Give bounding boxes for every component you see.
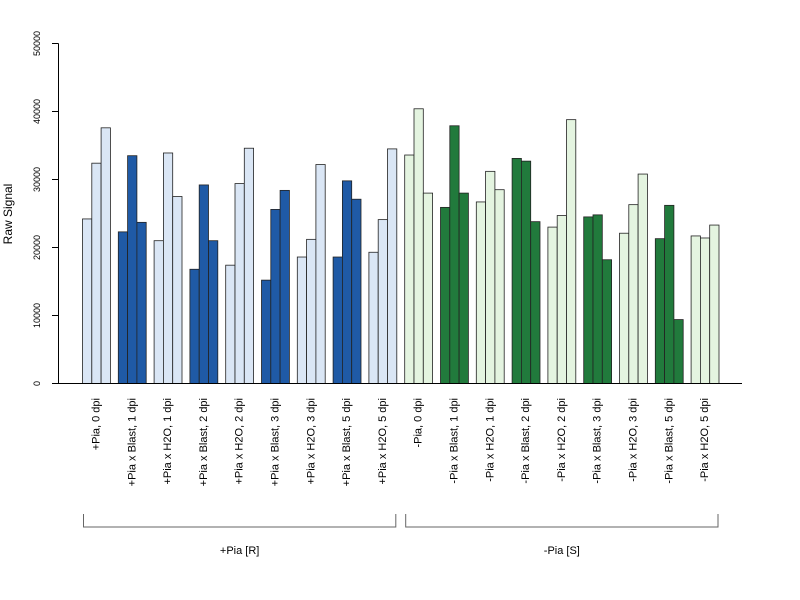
y-tick-label: 10000 xyxy=(32,303,42,328)
bar xyxy=(485,170,496,384)
x-tick-label: +Pia x H2O, 2 dpi xyxy=(234,398,246,485)
group-bracket xyxy=(405,514,719,528)
x-tick-label: -Pia x Blast, 5 dpi xyxy=(663,398,675,484)
group-label: -Pia [S] xyxy=(544,545,580,557)
bar xyxy=(162,152,174,384)
bar xyxy=(117,231,129,384)
bar xyxy=(225,264,236,384)
bar xyxy=(315,164,326,384)
bar xyxy=(351,198,362,384)
x-tick-label: +Pia x H2O, 1 dpi xyxy=(162,398,174,485)
bar xyxy=(700,237,711,384)
bar xyxy=(127,155,138,384)
group-bracket xyxy=(83,514,397,528)
bar xyxy=(556,215,567,384)
bar xyxy=(270,209,281,384)
bar xyxy=(208,240,219,384)
bar xyxy=(243,147,255,384)
x-tick-label: +Pia x H2O, 5 dpi xyxy=(377,398,389,485)
bar xyxy=(189,268,200,384)
bar xyxy=(628,204,639,384)
bars-layer xyxy=(82,108,720,384)
y-tick-label: 50000 xyxy=(32,31,42,56)
bar xyxy=(296,256,307,384)
bar xyxy=(198,184,209,384)
bar xyxy=(422,192,433,384)
bar xyxy=(234,183,245,384)
x-tick-label: -Pia x Blast, 2 dpi xyxy=(520,398,532,484)
bar xyxy=(449,125,460,384)
bar xyxy=(153,240,164,384)
bar xyxy=(511,158,522,384)
bar xyxy=(100,127,111,384)
x-tick-label: +Pia x Blast, 5 dpi xyxy=(341,398,353,486)
y-tick-label: 30000 xyxy=(32,167,42,192)
bar xyxy=(690,235,701,384)
bar xyxy=(601,259,612,384)
bar xyxy=(654,238,665,384)
bar xyxy=(592,214,603,384)
bar xyxy=(332,256,343,384)
x-tick-label: +Pia x Blast, 1 dpi xyxy=(126,398,138,486)
bar xyxy=(547,226,558,384)
y-tick-label: 40000 xyxy=(32,99,42,124)
bar xyxy=(387,148,398,384)
x-tick-label: -Pia x H2O, 1 dpi xyxy=(484,398,496,482)
bar xyxy=(709,224,720,384)
group-brackets: +Pia [R] -Pia [S] xyxy=(83,514,719,557)
x-tick-label: -Pia, 0 dpi xyxy=(413,398,425,448)
bar xyxy=(458,192,469,384)
bar xyxy=(494,189,505,384)
x-tick-label: -Pia x H2O, 5 dpi xyxy=(699,398,711,482)
x-tick-label: -Pia x Blast, 3 dpi xyxy=(592,398,604,484)
bar xyxy=(566,119,577,384)
x-tick-label: -Pia x H2O, 3 dpi xyxy=(627,398,639,482)
bar xyxy=(664,204,675,384)
bar xyxy=(172,196,183,384)
bar xyxy=(377,219,388,384)
y-axis: 0 10000 20000 30000 40000 50000 xyxy=(32,31,59,386)
bar xyxy=(261,279,272,384)
bar xyxy=(475,201,486,384)
bar xyxy=(521,160,532,384)
bar xyxy=(368,251,379,384)
x-tick-label: +Pia x Blast, 2 dpi xyxy=(198,398,210,486)
bar xyxy=(619,232,630,384)
bar xyxy=(404,154,415,384)
bar xyxy=(440,206,451,384)
group-label: +Pia [R] xyxy=(220,545,259,557)
y-tick-label: 0 xyxy=(32,381,42,386)
bar xyxy=(306,238,317,384)
x-tick-label: +Pia x H2O, 3 dpi xyxy=(305,398,317,485)
bar xyxy=(413,108,424,384)
bar xyxy=(583,216,594,384)
bar xyxy=(279,189,290,384)
bar xyxy=(673,319,684,384)
x-tick-labels: +Pia, 0 dpi +Pia x Blast, 1 dpi +Pia x H2O… xyxy=(90,398,711,486)
bar xyxy=(136,221,147,384)
bar xyxy=(91,162,102,384)
x-tick-label: -Pia x H2O, 2 dpi xyxy=(556,398,568,482)
bar xyxy=(637,173,648,384)
bar xyxy=(530,221,541,384)
y-tick-label: 20000 xyxy=(32,235,42,260)
bar xyxy=(341,180,353,384)
y-axis-label: Raw Signal xyxy=(1,184,15,245)
bar xyxy=(82,218,93,384)
x-tick-label: +Pia x Blast, 3 dpi xyxy=(269,398,281,486)
x-tick-label: +Pia, 0 dpi xyxy=(90,398,102,450)
x-tick-label: -Pia x Blast, 1 dpi xyxy=(448,398,460,484)
